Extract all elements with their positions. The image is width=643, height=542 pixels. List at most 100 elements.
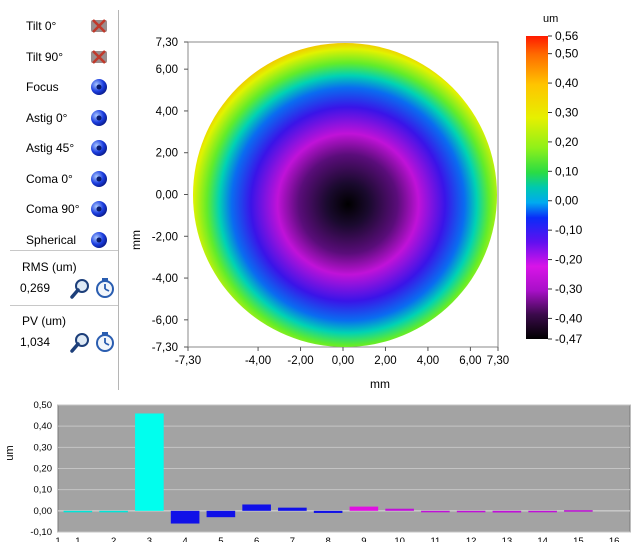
zernike-bar xyxy=(349,506,379,511)
map-x-tick-label: 0,00 xyxy=(332,355,354,367)
term-row: Astig 0° xyxy=(0,104,118,134)
map-x-tick-label: -4,00 xyxy=(245,355,271,367)
map-x-tick-label: 6,00 xyxy=(459,355,481,367)
bar-x-tick-label: 11 xyxy=(430,536,440,542)
zernike-bar xyxy=(528,510,557,513)
zernike-bar xyxy=(63,510,93,513)
map-y-tick-label: -7,30 xyxy=(152,342,178,354)
map-x-axis-label: mm xyxy=(370,377,390,391)
pv-zoom-icon[interactable] xyxy=(70,331,92,353)
term-label: Astig 0° xyxy=(26,110,68,125)
separator xyxy=(10,250,118,251)
term-label: Focus xyxy=(26,80,59,94)
map-y-tick-label: 0,00 xyxy=(156,190,178,202)
term-row: Focus xyxy=(0,73,118,103)
coma-90-term-icon[interactable] xyxy=(90,200,108,218)
bar-y-tick-label: 0,00 xyxy=(34,506,53,517)
map-y-tick-label: -6,00 xyxy=(152,315,178,327)
pv-value: 1,034 xyxy=(20,335,51,349)
panel-divider xyxy=(118,10,119,390)
bar-y-tick-label: 0,30 xyxy=(34,442,53,453)
rms-title: RMS (um) xyxy=(22,260,77,274)
bar-y-tick-label: 0,10 xyxy=(34,485,53,496)
term-row: Coma 0° xyxy=(0,165,118,195)
map-y-tick-label: -4,00 xyxy=(152,273,178,285)
bar-x-tick-label: 9 xyxy=(361,536,366,542)
colorbar-tick-label: -0,40 xyxy=(555,311,583,325)
pv-title: PV (um) xyxy=(22,314,67,328)
separator xyxy=(10,305,118,306)
colorbar-tick-label: -0,10 xyxy=(555,223,583,237)
zernike-bar xyxy=(99,510,128,513)
wavefront-surface xyxy=(193,43,497,347)
map-y-tick-label: 4,00 xyxy=(156,106,178,118)
colorbar-tick-label: -0,47 xyxy=(555,332,583,346)
bar-x-tick-label: 7 xyxy=(290,536,295,542)
astig-0-term-icon[interactable] xyxy=(90,109,108,127)
tilt-0-disabled-icon[interactable] xyxy=(90,17,108,35)
bar-y-tick-label: 0,20 xyxy=(34,464,53,475)
zernike-bar xyxy=(278,507,307,511)
bar-x-tick-label: 6 xyxy=(254,536,259,542)
term-row: Astig 45° xyxy=(0,134,118,164)
map-x-tick-label: -2,00 xyxy=(287,355,313,367)
map-x-tick-label: -7,30 xyxy=(175,355,201,367)
bar-x-tick-label: 10 xyxy=(394,536,405,542)
colorbar-tick-label: -0,30 xyxy=(555,282,583,296)
term-label: Coma 90° xyxy=(26,202,80,216)
zernike-bar xyxy=(564,510,593,512)
term-row: Tilt 0° xyxy=(0,12,118,42)
rms-zoom-icon[interactable] xyxy=(70,277,92,299)
zernike-bar xyxy=(170,510,200,524)
colorbar-tick-label: 0,00 xyxy=(555,194,579,208)
colorbar-tick-label: 0,56 xyxy=(555,29,579,43)
bar-x-tick-label: 16 xyxy=(609,536,620,542)
zernike-bar xyxy=(385,508,414,511)
bar-x-tick-label: 13 xyxy=(502,536,513,542)
rms-value: 0,269 xyxy=(20,281,51,295)
spherical-term-icon[interactable] xyxy=(90,231,108,249)
map-y-tick-label: 6,00 xyxy=(156,64,178,76)
bar-x-tick-label: 8 xyxy=(325,536,330,542)
coma-0-term-icon[interactable] xyxy=(90,170,108,188)
focus-term-icon[interactable] xyxy=(90,78,108,96)
bar-x-tick-label: 14 xyxy=(537,536,548,542)
colorbar-tick-label: -0,20 xyxy=(555,253,583,267)
map-y-tick-label: 2,00 xyxy=(156,148,178,160)
map-y-tick-label: 7,30 xyxy=(156,37,178,49)
colorbar-tick-label: 0,30 xyxy=(555,105,579,119)
map-x-tick-label: 7,30 xyxy=(487,355,509,367)
astig-45-term-icon[interactable] xyxy=(90,139,108,157)
term-label: Tilt 0° xyxy=(26,19,57,33)
bar-x-tick-label: 5 xyxy=(218,536,223,542)
rms-timer-icon[interactable] xyxy=(94,277,116,299)
pv-timer-icon[interactable] xyxy=(94,331,116,353)
zernike-bar xyxy=(456,510,486,513)
term-row: Spherical xyxy=(0,226,118,256)
tilt-90-disabled-icon[interactable] xyxy=(90,48,108,66)
map-y-tick-label: -2,00 xyxy=(152,231,178,243)
terms-panel: Tilt 0° Tilt 90° Focus Astig 0° Astig 45° Com… xyxy=(0,0,118,392)
colorbar: um 0,56 0,50 0,40 0,30 0,20 0,10 0,00 -0,10 -0,2… xyxy=(526,13,583,346)
colorbar-gradient xyxy=(526,36,548,339)
surface-map: 7,30 6,00 4,00 2,00 0,00 -2,00 -4,00 -6,00 -7,30… xyxy=(129,37,509,391)
bar-x-tick-label: 12 xyxy=(466,536,477,542)
zernike-bar xyxy=(135,413,164,511)
colorbar-unit: um xyxy=(543,13,558,25)
colorbar-tick-label: 0,50 xyxy=(555,47,579,61)
colorbar-tick-label: 0,10 xyxy=(555,164,579,178)
zernike-bar xyxy=(313,510,343,513)
term-label: Coma 0° xyxy=(26,171,73,186)
bar-x-tick-label: 1 xyxy=(75,536,80,542)
map-x-tick-label: 2,00 xyxy=(374,355,396,367)
bar-y-tick-label: -0,10 xyxy=(30,527,52,538)
term-row: Coma 90° xyxy=(0,195,118,225)
bar-y-tick-label: 0,50 xyxy=(34,400,53,411)
bar-x-tick-label: 2 xyxy=(111,536,116,542)
zernike-bar xyxy=(421,510,450,513)
term-label: Tilt 90° xyxy=(26,49,64,64)
colorbar-tick-label: 0,20 xyxy=(555,135,579,149)
bar-y-axis-label: um xyxy=(4,445,16,460)
bar-x-tick-label: 4 xyxy=(182,536,187,542)
